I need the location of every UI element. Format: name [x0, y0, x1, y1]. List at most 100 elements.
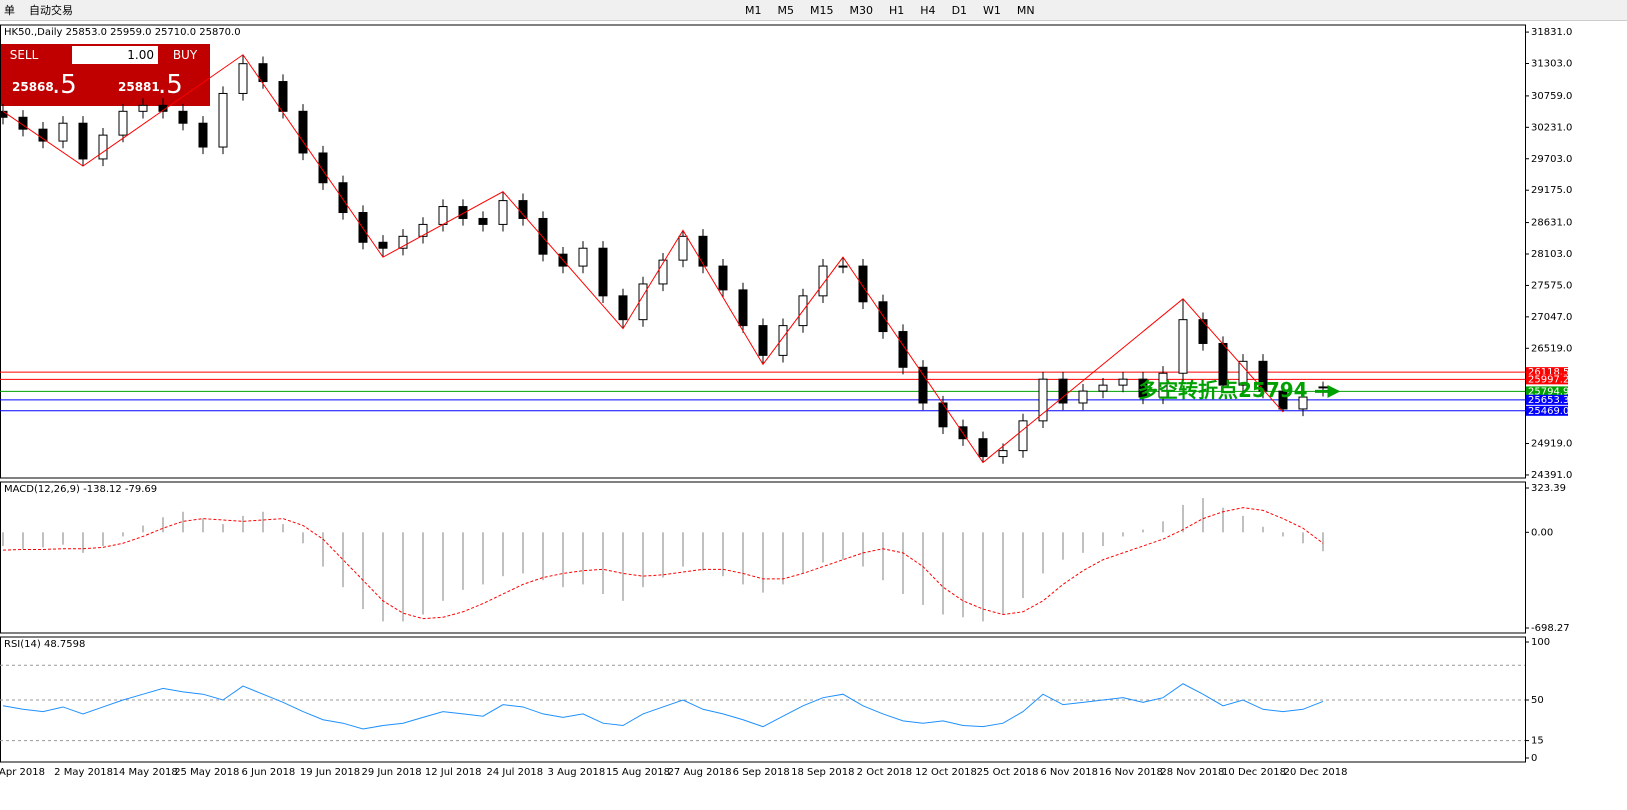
price-level-label: 25469.0 — [1528, 406, 1569, 417]
candle-body — [838, 265, 848, 268]
price-level-label: 25794.9 — [1528, 386, 1569, 397]
x-tick-label: 18 Sep 2018 — [791, 767, 854, 778]
candle-body — [1178, 319, 1188, 374]
candle-body — [198, 122, 208, 148]
x-tick-label: 12 Jul 2018 — [425, 767, 482, 778]
y-tick-label: 50 — [1531, 695, 1544, 706]
y-tick-label: 30759.0 — [1531, 91, 1572, 102]
candle-body — [458, 206, 468, 219]
timeframe-button[interactable]: H4 — [920, 3, 936, 17]
candle-body — [38, 128, 48, 142]
timeframes: M1 M5 M15 M30 H1 H4 D1 W1 MN — [737, 4, 1043, 17]
buy-button[interactable]: BUY — [172, 48, 198, 62]
candle-body — [758, 325, 768, 356]
bid-price[interactable]: 25868 — [12, 80, 54, 94]
y-tick-label: 31303.0 — [1531, 59, 1572, 70]
toolbar: 单 自动交易 M1 M5 M15 M30 H1 H4 D1 W1 MN — [0, 0, 1627, 21]
x-tick-label: 16 Nov 2018 — [1099, 767, 1163, 778]
candle-body — [658, 259, 668, 285]
candle-body — [638, 283, 648, 321]
y-tick-label: 27047.0 — [1531, 312, 1572, 323]
candle-body — [578, 247, 588, 267]
candle-body — [1258, 360, 1268, 392]
x-tick-label: 6 Jun 2018 — [242, 767, 296, 778]
candle-body — [1318, 386, 1328, 389]
candle-body — [238, 63, 248, 94]
candle-body — [1118, 378, 1128, 386]
candle-body — [1018, 420, 1028, 452]
candle-body — [138, 104, 148, 112]
candle-body — [258, 63, 268, 83]
y-tick-label: 24919.0 — [1531, 439, 1572, 450]
x-tick-label: 25 Oct 2018 — [977, 767, 1039, 778]
candle-body — [298, 110, 308, 154]
candle-body — [58, 122, 68, 142]
x-tick-label: 25 May 2018 — [174, 767, 239, 778]
timeframe-button[interactable]: M1 — [745, 3, 762, 17]
y-tick-label: 29175.0 — [1531, 185, 1572, 196]
auto-trade[interactable]: 自动交易 — [29, 4, 73, 17]
candle-body — [218, 92, 228, 148]
candle-body — [338, 182, 348, 214]
x-tick-label: 6 Sep 2018 — [733, 767, 790, 778]
candle-body — [698, 235, 708, 267]
candle-body — [898, 331, 908, 368]
panel-title: RSI(14) 48.7598 — [4, 639, 85, 650]
candle-body — [278, 81, 288, 112]
x-tick-label: 19 Jun 2018 — [300, 767, 360, 778]
candle-body — [98, 134, 108, 160]
price-level-label: 26118.5 — [1528, 367, 1569, 378]
x-tick-label: 15 Aug 2018 — [606, 767, 670, 778]
candle-body — [418, 223, 428, 237]
candle-body — [538, 217, 548, 255]
candle-body — [498, 200, 508, 225]
timeframe-button[interactable]: D1 — [951, 3, 968, 17]
y-tick-label: 15 — [1531, 736, 1544, 747]
panel-title: MACD(12,26,9) -138.12 -79.69 — [4, 484, 157, 495]
price-level-box — [1526, 394, 1568, 405]
sell-button[interactable]: SELL — [9, 48, 39, 62]
candle-body — [678, 235, 688, 261]
y-tick-label: 30231.0 — [1531, 122, 1572, 133]
candle-body — [178, 110, 188, 124]
x-tick-label: 24 Jul 2018 — [486, 767, 543, 778]
timeframe-button[interactable]: H1 — [889, 3, 905, 17]
candle-body — [318, 152, 328, 184]
y-tick-label: 31831.0 — [1531, 27, 1572, 38]
candle-body — [1078, 390, 1088, 404]
timeframe-button[interactable]: W1 — [983, 3, 1001, 17]
price-level-box — [1526, 386, 1568, 397]
timeframe-button[interactable]: M30 — [849, 3, 874, 17]
arrow — [1315, 384, 1341, 398]
candle-body — [738, 289, 748, 327]
candle-body — [18, 116, 28, 130]
x-tick-label: 28 Nov 2018 — [1160, 767, 1224, 778]
bid-fraction: .5 — [52, 70, 77, 100]
timeframe-button[interactable]: M5 — [777, 3, 795, 17]
x-tick-label: 14 May 2018 — [113, 767, 178, 778]
candle-body — [1038, 378, 1048, 422]
candle-body — [1058, 378, 1068, 404]
y-tick-label: 323.39 — [1531, 483, 1566, 494]
x-tick-label: Apr 2018 — [0, 767, 45, 778]
menu-item[interactable]: 单 — [4, 4, 15, 17]
trade-panel: SELL 1.00 BUY 25868 .5 25881 .5 — [0, 44, 210, 106]
price-level-label: 25997.2 — [1528, 374, 1569, 385]
lot-input[interactable]: 1.00 — [72, 46, 158, 64]
candle-body — [718, 265, 728, 291]
candle-body — [438, 206, 448, 225]
candle-body — [998, 450, 1008, 458]
y-tick-label: 0 — [1531, 753, 1537, 764]
timeframe-button[interactable]: M15 — [810, 3, 834, 17]
price-level-box — [1526, 367, 1568, 378]
zigzag — [2, 54, 1284, 464]
price-level-label: 25653.3 — [1528, 395, 1569, 406]
y-tick-label: -698.27 — [1531, 623, 1570, 634]
rsi-line — [2, 683, 1324, 730]
candle-body — [378, 241, 388, 249]
y-tick-label: 24391.0 — [1531, 470, 1572, 481]
ask-price[interactable]: 25881 — [118, 80, 160, 94]
timeframe-button[interactable]: MN — [1016, 3, 1035, 17]
panel-title: HK50.,Daily 25853.0 25959.0 25710.0 2587… — [4, 27, 241, 38]
ask-fraction: .5 — [158, 70, 183, 100]
